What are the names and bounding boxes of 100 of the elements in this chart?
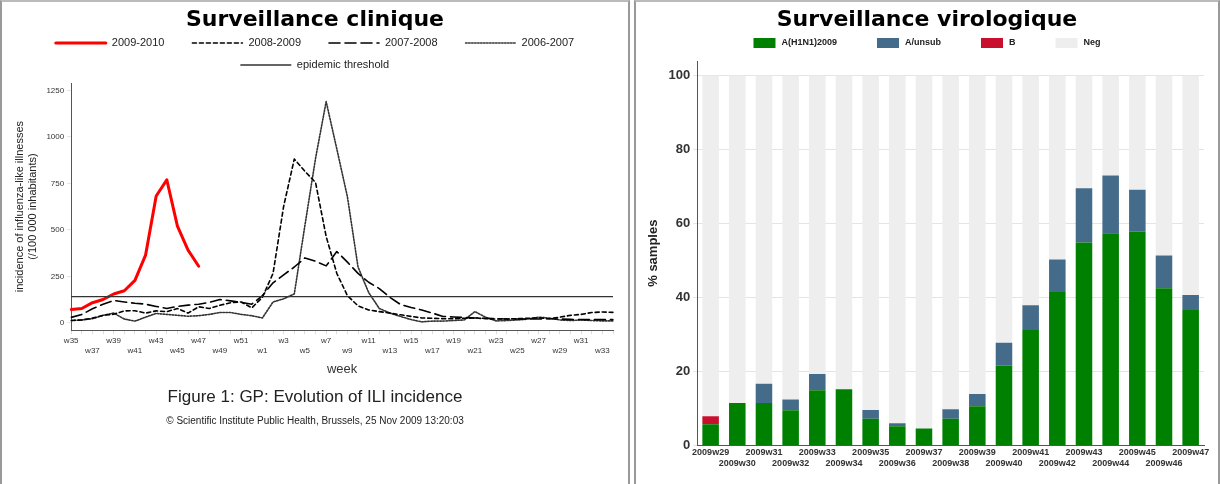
x-tick-label: 2009w46 — [1145, 458, 1183, 469]
x-tick-label: 2009w45 — [1118, 447, 1156, 458]
bar — [702, 416, 719, 425]
x-tick-label: w1 — [256, 345, 269, 355]
x-tick-label: 2009w39 — [958, 447, 996, 458]
x-tick-label: 2009w42 — [1038, 458, 1076, 469]
text: © Scientific Institute Public Health, Brussels, 25 Nov 2009 13:20:03 — [165, 415, 465, 426]
bar — [969, 406, 986, 445]
x-tick-label: w19 — [445, 336, 462, 346]
bar — [1182, 310, 1199, 445]
x-tick-label: 2009w36 — [878, 458, 916, 469]
bar — [889, 426, 906, 445]
bar — [889, 423, 906, 427]
x-tick-label: 2009w44 — [1092, 458, 1130, 469]
x-tick-label: 2009w43 — [1065, 447, 1103, 458]
legend-label: A(H1N1)2009 — [781, 37, 838, 48]
x-tick-label: w49 — [211, 345, 228, 355]
bar — [782, 399, 799, 411]
bar — [1102, 175, 1119, 234]
bar — [1049, 259, 1066, 293]
bar — [915, 428, 933, 445]
y-tick-label: 0 — [59, 317, 65, 327]
bar — [755, 383, 773, 403]
bar — [782, 410, 799, 445]
y-tick-label: 40 — [675, 289, 691, 305]
bar — [995, 365, 1013, 445]
x-tick-label: 2009w40 — [985, 458, 1023, 469]
bar — [809, 374, 826, 391]
y-tick-label: 80 — [675, 141, 691, 157]
bar — [1049, 292, 1066, 445]
y-tick-label: 1250 — [46, 85, 65, 95]
bar — [1075, 188, 1093, 243]
bar — [969, 394, 986, 407]
x-tick-label: w47 — [190, 336, 207, 346]
x-tick-label: w43 — [147, 336, 165, 346]
x-tick-label: w27 — [530, 336, 547, 346]
x-tick-label: w21 — [466, 345, 483, 355]
x-tick-label: w31 — [572, 336, 590, 346]
x-tick-label: w33 — [594, 345, 611, 355]
x-tick-label: w11 — [360, 336, 377, 346]
y-tick-label: 250 — [50, 271, 65, 281]
y-tick-label: 750 — [50, 178, 65, 188]
bar — [1155, 255, 1173, 289]
x-tick-label: w13 — [381, 345, 398, 355]
line-series — [70, 158, 614, 322]
bar — [755, 402, 773, 445]
bar — [995, 342, 1013, 366]
bar — [1182, 294, 1199, 311]
x-tick-label: 2009w38 — [932, 458, 970, 469]
x-tick-label: w51 — [232, 336, 250, 346]
x-tick-label: w39 — [105, 336, 122, 346]
y-tick-label: 20 — [675, 363, 691, 379]
x-tick-label: w41 — [126, 345, 143, 355]
x-tick-label: w15 — [402, 336, 420, 346]
legend-label: 2008-2009 — [248, 36, 301, 49]
caption: Figure 1: GP: Evolution of ILI incidence — [166, 387, 464, 407]
x-tick-label: w45 — [169, 345, 186, 355]
y-tick-label: 60 — [675, 215, 691, 231]
legend-label: 2007-2008 — [385, 36, 438, 49]
y-axis-title: incidence of influenza-like illnesses (/100 000 inhabitants) — [12, 120, 38, 293]
bar — [1155, 288, 1173, 445]
legend-label: A/unsub — [905, 37, 942, 48]
x-tick-label: w23 — [487, 336, 505, 346]
legend-label: B — [1009, 37, 1017, 48]
x-tick-label: 2009w31 — [745, 447, 783, 458]
bar — [809, 390, 826, 445]
x-tick-label: 2009w30 — [718, 458, 756, 469]
bar — [1075, 242, 1093, 445]
x-tick-label: w5 — [298, 345, 311, 355]
y-tick-label: 1000 — [46, 132, 65, 142]
x-axis-title: week — [325, 360, 358, 376]
bar — [942, 409, 959, 419]
x-tick-label: w25 — [509, 345, 526, 355]
bar — [1102, 233, 1119, 445]
x-tick-label: w37 — [84, 345, 101, 355]
y-tick-label: 500 — [50, 225, 65, 235]
bar — [1022, 305, 1039, 331]
x-tick-label: 2009w34 — [825, 458, 863, 469]
bar — [1022, 330, 1039, 445]
x-tick-label: 2009w29 — [692, 447, 730, 458]
bar — [862, 418, 879, 445]
x-tick-label: 2009w33 — [798, 447, 836, 458]
x-tick-label: 2009w41 — [1012, 447, 1050, 458]
chart-title: Surveillance virologique — [775, 6, 1079, 31]
bar — [729, 402, 746, 445]
x-tick-label: 2009w35 — [852, 447, 890, 458]
bar — [702, 424, 719, 445]
chart-title: Surveillance clinique — [185, 6, 445, 31]
x-tick-label: w9 — [341, 345, 354, 355]
x-tick-label: w17 — [424, 345, 441, 355]
bar — [835, 389, 853, 445]
legend-label: epidemic threshold — [296, 58, 390, 71]
x-tick-label: w7 — [320, 336, 332, 346]
x-tick-label: w35 — [62, 336, 80, 346]
x-tick-label: 2009w32 — [772, 458, 810, 469]
bar — [862, 409, 879, 419]
x-tick-label: 2009w37 — [905, 447, 943, 458]
legend-label: 2006-2007 — [521, 36, 575, 49]
y-tick-label: 100 — [668, 67, 691, 83]
x-tick-label: 2009w47 — [1172, 447, 1210, 458]
